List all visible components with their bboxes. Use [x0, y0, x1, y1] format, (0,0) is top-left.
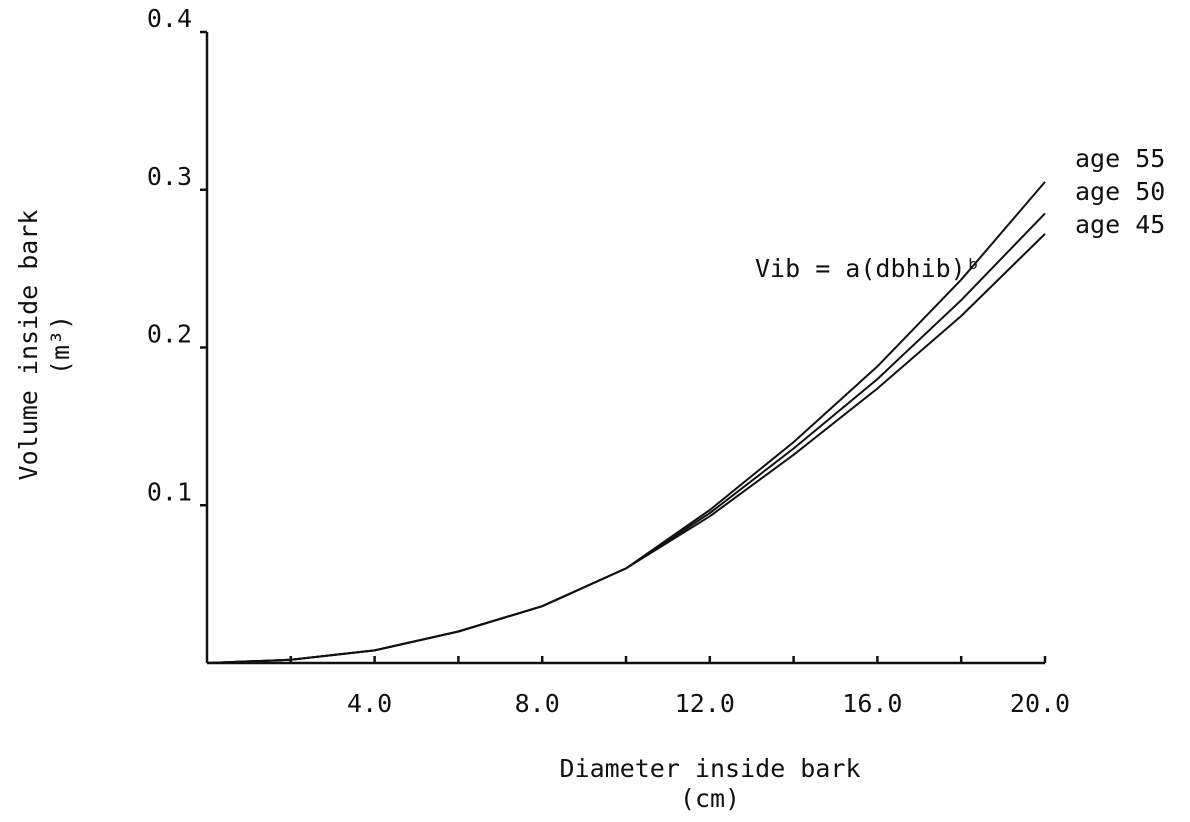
x-tick-label: 20.0 — [1010, 689, 1070, 718]
x-tick-label: 12.0 — [675, 689, 735, 718]
y-tick-label: 0.2 — [147, 320, 192, 349]
series-line — [206, 233, 1046, 664]
y-tick-label: 0.3 — [147, 162, 192, 191]
annotation: Vib = a(dbhib)ᵇ — [755, 254, 981, 283]
x-axis-label: Diameter inside bark — [559, 754, 860, 783]
x-tick-label: 8.0 — [515, 689, 560, 718]
y-axis-label: (m³) — [46, 315, 75, 375]
y-axis-label: Volume inside bark — [14, 210, 43, 481]
x-tick-label: 16.0 — [842, 689, 902, 718]
y-tick-label: 0.4 — [147, 4, 192, 33]
legend-label: age 50 — [1075, 177, 1165, 206]
x-tick-label: 4.0 — [347, 689, 392, 718]
legend-label: age 55 — [1075, 144, 1165, 173]
y-tick-label: 0.1 — [147, 477, 192, 506]
legend-label: age 45 — [1075, 210, 1165, 239]
x-axis-label: (cm) — [680, 784, 740, 813]
